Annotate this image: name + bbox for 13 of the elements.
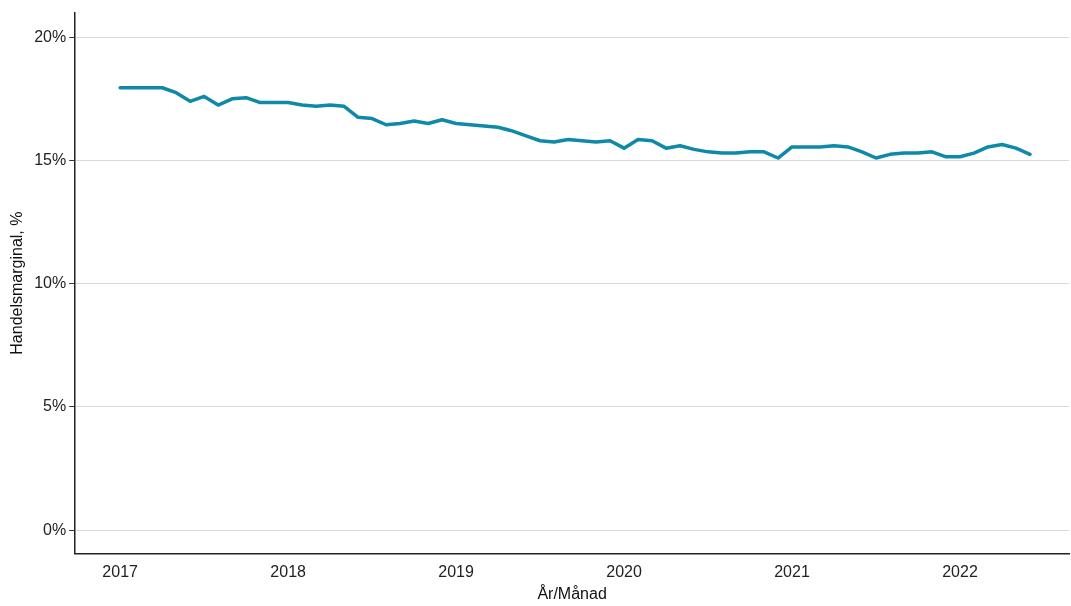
x-tick-label: 2022 [942,562,978,580]
y-tick-label: 20% [34,27,67,45]
y-tick-label: 15% [34,150,67,168]
y-tick-label: 10% [34,274,67,292]
x-tick-label: 2017 [102,562,139,580]
y-tick-label: 0% [43,520,67,538]
y-axis-title: Handelsmarginal, % [8,211,26,355]
x-tick-label: 2020 [606,562,642,580]
x-tick-label: 2019 [438,562,474,580]
x-tick-label: 2021 [774,562,810,580]
x-axis-title: År/Månad [537,583,607,602]
x-tick-label: 2018 [270,562,307,580]
y-tick-label: 5% [43,397,67,415]
